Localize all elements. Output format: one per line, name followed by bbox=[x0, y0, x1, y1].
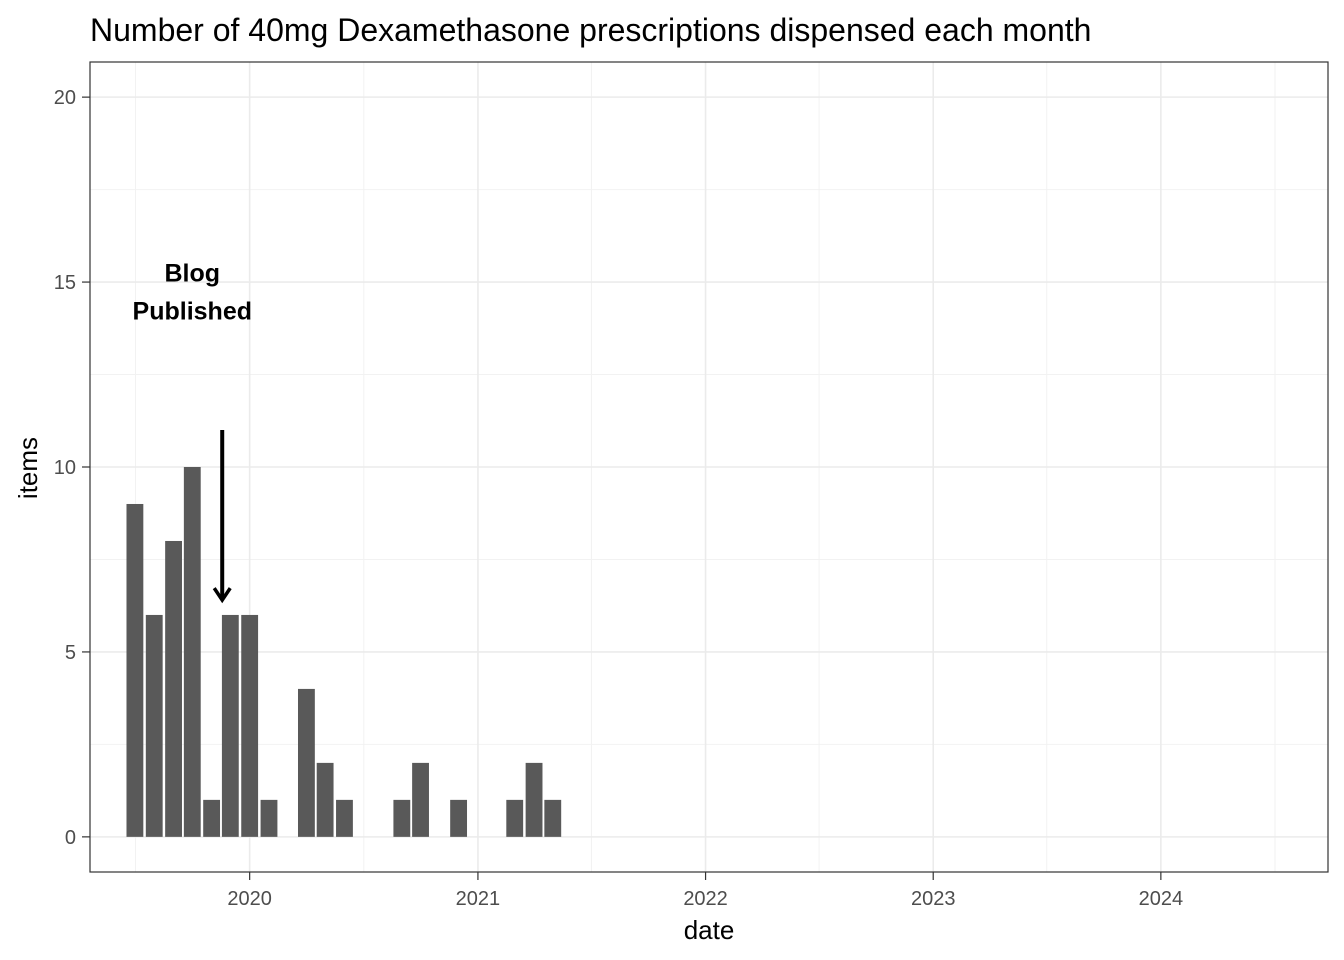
x-tick-label: 2020 bbox=[227, 888, 272, 910]
annotation-layer: Blog Published bbox=[133, 259, 252, 604]
bar bbox=[412, 762, 429, 837]
bar bbox=[145, 614, 163, 837]
annotation-text: Blog bbox=[165, 259, 221, 287]
bar bbox=[336, 799, 353, 837]
bar bbox=[544, 799, 562, 837]
annotation-text: Published bbox=[133, 297, 252, 325]
y-tick-label: 0 bbox=[65, 827, 76, 849]
x-tick-label: 2023 bbox=[911, 888, 956, 910]
annotation-arrowhead bbox=[212, 587, 232, 604]
y-axis: 0 5 10 15 20 bbox=[54, 87, 90, 849]
y-axis-title: items bbox=[13, 437, 43, 499]
x-axis-title: date bbox=[684, 915, 735, 945]
x-tick-label: 2024 bbox=[1139, 888, 1184, 910]
bar bbox=[221, 614, 239, 837]
bar bbox=[165, 540, 182, 837]
bar bbox=[450, 799, 468, 837]
bar bbox=[506, 799, 524, 837]
bars-layer bbox=[126, 467, 562, 837]
bar bbox=[183, 467, 201, 837]
bar bbox=[297, 688, 315, 837]
bar bbox=[241, 614, 259, 837]
bar bbox=[316, 762, 334, 837]
bar bbox=[260, 799, 278, 837]
y-tick-label: 5 bbox=[65, 642, 76, 664]
chart-title: Number of 40mg Dexamethasone prescriptio… bbox=[90, 12, 1091, 48]
bar bbox=[393, 799, 411, 837]
y-tick-label: 10 bbox=[54, 457, 76, 479]
y-tick-label: 20 bbox=[54, 87, 76, 109]
x-tick-label: 2022 bbox=[683, 888, 728, 910]
bar bbox=[203, 799, 221, 837]
y-tick-label: 15 bbox=[54, 272, 76, 294]
bar bbox=[126, 503, 144, 837]
x-tick-label: 2021 bbox=[456, 888, 501, 910]
x-axis: 2020 2021 2022 2023 2024 bbox=[227, 872, 1183, 910]
grid-layer bbox=[90, 62, 1328, 872]
bar bbox=[525, 762, 543, 837]
